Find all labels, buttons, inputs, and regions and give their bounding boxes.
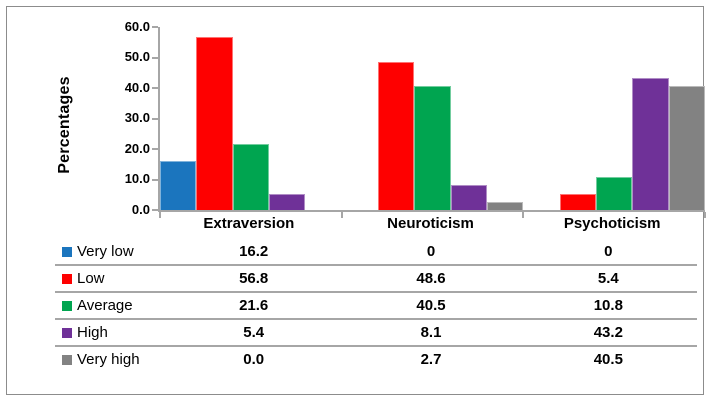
legend-label: Very high <box>77 351 140 368</box>
y-axis-tick <box>152 209 158 211</box>
bar-high-neuroticism <box>450 185 487 210</box>
legend-label-cell: High <box>55 324 165 341</box>
category-label-psychoticism: Psychoticism <box>563 215 661 232</box>
legend-label: Very low <box>77 243 134 260</box>
x-axis-category-labels: Extraversion Neuroticism Psychoticism <box>158 215 703 232</box>
x-axis-tick <box>159 212 161 218</box>
y-tick-label: 20.0 <box>124 141 150 156</box>
bar-average-neuroticism <box>414 86 451 210</box>
table-row: Average 21.6 40.5 10.8 <box>55 293 697 320</box>
value-cell: 43.2 <box>593 324 623 341</box>
figure-frame: Percentages 60.0 50.0 40.0 30.0 20.0 10.… <box>6 6 706 395</box>
y-axis-tick <box>152 56 158 59</box>
value-cell: 0 <box>604 243 613 260</box>
table-row: High 5.4 8.1 43.2 <box>55 320 697 347</box>
bar-average-psychoticism <box>595 177 633 210</box>
legend-label-cell: Low <box>55 270 165 287</box>
bar-slot <box>559 27 596 210</box>
legend-swatch-icon <box>62 246 72 257</box>
table-row: Low 56.8 48.6 5.4 <box>55 266 697 293</box>
y-axis-tick <box>152 148 158 150</box>
bar-average-extraversion <box>232 144 269 210</box>
value-cell: 0 <box>426 243 436 260</box>
bar-slot <box>632 27 669 210</box>
value-cell: 10.8 <box>593 297 623 314</box>
y-tick-label: 0.0 <box>131 202 150 217</box>
bar-slot <box>232 27 269 210</box>
bar-slot <box>377 27 415 210</box>
value-cell: 2.7 <box>420 351 442 368</box>
x-axis-tick <box>704 212 706 218</box>
bar-slot <box>523 27 559 210</box>
legend-label: Average <box>77 297 133 314</box>
legend-swatch-icon <box>62 300 72 311</box>
bar-slot <box>414 27 451 210</box>
value-cell: 48.6 <box>416 270 446 287</box>
bar-high-psychoticism <box>632 78 669 210</box>
y-tick-label: 10.0 <box>124 171 150 186</box>
table-row: Very low 16.2 0 0 <box>55 239 697 266</box>
y-axis-tick <box>152 87 158 89</box>
value-cell: 21.6 <box>239 297 269 314</box>
value-cell: 5.4 <box>597 270 619 287</box>
bar-very-high-neuroticism <box>486 201 524 210</box>
y-axis-tick <box>152 26 158 28</box>
bar-very-high-psychoticism <box>668 86 705 210</box>
y-tick-label: 50.0 <box>124 49 150 64</box>
table-row: Very high 0.0 2.7 40.5 <box>55 347 697 372</box>
bar-slot <box>160 27 197 210</box>
bar-high-extraversion <box>268 193 306 210</box>
bar-slot <box>450 27 487 210</box>
category-label-extraversion: Extraversion <box>203 215 295 232</box>
data-table: Very low 16.2 0 0 Low 56.8 48.6 5.4 Average 21.6 4… <box>55 239 697 372</box>
bar-chart: Percentages 60.0 50.0 40.0 30.0 20.0 10.… <box>7 7 706 238</box>
bar-low-extraversion <box>196 36 233 210</box>
y-tick-label: 40.0 <box>124 80 150 95</box>
bar-very-low-extraversion <box>160 160 197 210</box>
bar-slot <box>342 27 378 210</box>
legend-swatch-icon <box>62 354 72 365</box>
legend-swatch-icon <box>62 273 72 284</box>
bar-low-psychoticism <box>559 193 596 210</box>
value-cell: 40.5 <box>416 297 446 314</box>
bar-slot <box>486 27 524 210</box>
bar-slot <box>668 27 705 210</box>
value-cell: 0.0 <box>243 351 265 368</box>
bar-low-neuroticism <box>377 61 415 210</box>
value-cell: 8.1 <box>420 324 442 341</box>
x-axis-tick <box>522 212 525 218</box>
y-tick-label: 30.0 <box>124 110 150 125</box>
value-cell: 40.5 <box>593 351 623 368</box>
legend-swatch-icon <box>62 327 72 338</box>
value-cell: 16.2 <box>239 243 269 260</box>
bar-slot <box>268 27 306 210</box>
x-axis-tick <box>340 212 343 218</box>
bar-groups <box>160 27 705 210</box>
legend-label: Low <box>77 270 105 287</box>
value-cell: 5.4 <box>243 324 265 341</box>
plot-area <box>152 26 706 218</box>
y-axis-tick <box>152 117 158 120</box>
bar-slot <box>305 27 341 210</box>
legend-label-cell: Very high <box>55 351 165 368</box>
value-cell: 56.8 <box>239 270 269 287</box>
category-label-neuroticism: Neuroticism <box>387 215 474 232</box>
legend-label: High <box>77 324 108 341</box>
bar-slot <box>595 27 633 210</box>
legend-label-cell: Very low <box>55 243 165 260</box>
legend-label-cell: Average <box>55 297 165 314</box>
y-axis-tick <box>152 178 158 181</box>
bar-slot <box>196 27 233 210</box>
y-tick-label: 60.0 <box>124 19 150 34</box>
